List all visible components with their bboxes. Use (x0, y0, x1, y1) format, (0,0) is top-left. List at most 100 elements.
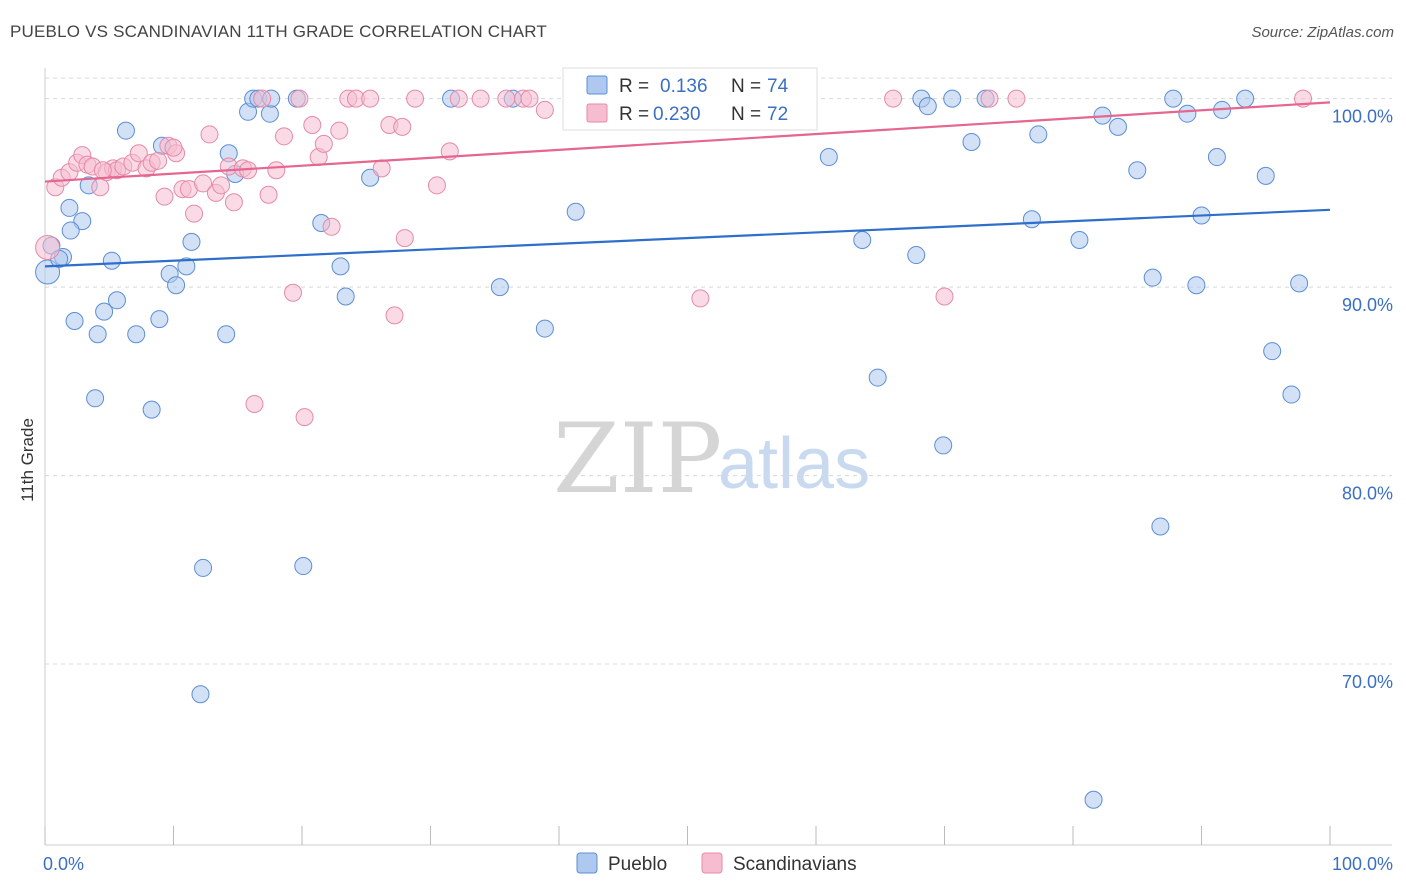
pueblo-point (1070, 230, 1089, 249)
pueblo-point (142, 400, 161, 419)
scandinavian-n-label: N = (731, 104, 761, 125)
scandinavian-point (200, 125, 219, 144)
pueblo-point (182, 232, 201, 251)
scandinavian-point (385, 306, 404, 325)
scandinavian-point (393, 117, 412, 136)
scandinavian-point (330, 121, 349, 140)
scandinavian-point (314, 134, 333, 153)
pueblo-point (1207, 148, 1226, 167)
scandinavian-point (155, 187, 174, 206)
scandinavian-point (691, 289, 710, 308)
y-tick-label: 100.0% (1332, 107, 1393, 127)
scandinavian-point (303, 116, 322, 135)
x-tick-label: 100.0% (1332, 854, 1393, 874)
scandinavian-point (290, 89, 309, 108)
pueblo-point (260, 104, 279, 123)
pueblo-point (1282, 385, 1301, 404)
pueblo-n-value: 74 (767, 76, 789, 97)
pueblo-point (177, 257, 196, 276)
pueblo-point (167, 276, 186, 295)
pueblo-series-label: Pueblo (608, 854, 667, 875)
pueblo-n-label: N = (731, 76, 761, 97)
scandinavian-legend-swatch (586, 103, 608, 123)
pueblo-point (1263, 342, 1282, 361)
pueblo-point (907, 246, 926, 265)
x-tick-label: 0.0% (43, 854, 84, 874)
pueblo-point (1151, 517, 1170, 536)
scandinavian-point (1007, 89, 1026, 108)
scandinavian-point (194, 174, 213, 193)
scandinavian-point (935, 287, 954, 306)
watermark-zip: ZIP (553, 403, 722, 515)
stats-legend: R = 0.136 N = 74 R = 0.230 N = 72 (562, 67, 818, 131)
scandinavian-point (471, 89, 490, 108)
chart-title: PUEBLO VS SCANDINAVIAN 11TH GRADE CORREL… (10, 22, 547, 41)
pueblo-point (918, 97, 937, 116)
scandinavian-point (395, 229, 414, 248)
pueblo-point (535, 319, 554, 338)
pueblo-point (1236, 89, 1255, 108)
pueblo-point (65, 312, 84, 331)
scandinavian-point (449, 89, 468, 108)
pueblo-point (1256, 166, 1275, 185)
pueblo-point (1108, 117, 1127, 136)
pueblo-point (194, 558, 213, 577)
scandinavian-point (295, 408, 314, 427)
scandinavian-point (497, 89, 516, 108)
pueblo-legend-swatch (586, 75, 608, 95)
pueblo-point (150, 310, 169, 329)
pueblo-point (88, 325, 107, 344)
scandinavian-series-swatch (701, 852, 723, 874)
x-tick-labels: 0.0% 100.0% (43, 854, 1393, 874)
scandinavian-trend-line (44, 101, 1331, 183)
scandinavian-point (427, 176, 446, 195)
pueblo-point (1029, 125, 1048, 144)
scandinavian-point (884, 89, 903, 108)
pueblo-point (1178, 104, 1197, 123)
pueblo-point (1187, 276, 1206, 295)
pueblo-point (217, 325, 236, 344)
pueblo-point (1143, 268, 1162, 287)
watermark: ZIP atlas (553, 403, 870, 515)
scandinavian-r-label: R = (619, 104, 649, 125)
pueblo-point (61, 221, 80, 240)
scandinavian-point (224, 193, 243, 212)
scandinavian-point (212, 176, 231, 195)
scandinavian-point (35, 235, 61, 261)
pueblo-point (853, 230, 872, 249)
y-axis-label: 11th Grade (18, 418, 37, 502)
pueblo-point (102, 251, 121, 270)
pueblo-point (60, 198, 79, 217)
scandinavian-point (91, 178, 110, 197)
scandinavian-point (259, 185, 278, 204)
pueblo-point (191, 685, 210, 704)
pueblo-point (943, 89, 962, 108)
pueblo-point (116, 121, 135, 140)
scandinavian-point (149, 151, 168, 170)
pueblo-point (95, 302, 114, 321)
y-tick-label: 90.0% (1342, 295, 1393, 315)
pueblo-point (127, 325, 146, 344)
pueblo-point (1128, 161, 1147, 180)
scandinavian-point (406, 89, 425, 108)
scandinavian-point (980, 89, 999, 108)
scandinavian-point (535, 100, 554, 119)
pueblo-point (962, 132, 981, 151)
scandinavian-point (275, 127, 294, 146)
pueblo-r-label: R = (619, 76, 649, 97)
pueblo-point (107, 291, 126, 310)
pueblo-point (86, 389, 105, 408)
scandinavian-point (129, 144, 148, 163)
pueblo-point (1022, 210, 1041, 229)
y-tick-label: 70.0% (1342, 672, 1393, 692)
axes (44, 68, 1392, 846)
scandinavian-series-label: Scandinavians (733, 854, 857, 875)
pueblo-point (331, 257, 350, 276)
scandinavian-point (185, 204, 204, 223)
pueblo-point (819, 148, 838, 167)
scandinavian-n-value: 72 (767, 104, 788, 125)
y-tick-label: 80.0% (1342, 484, 1393, 504)
pueblo-point (868, 368, 887, 387)
pueblo-point (1290, 274, 1309, 293)
